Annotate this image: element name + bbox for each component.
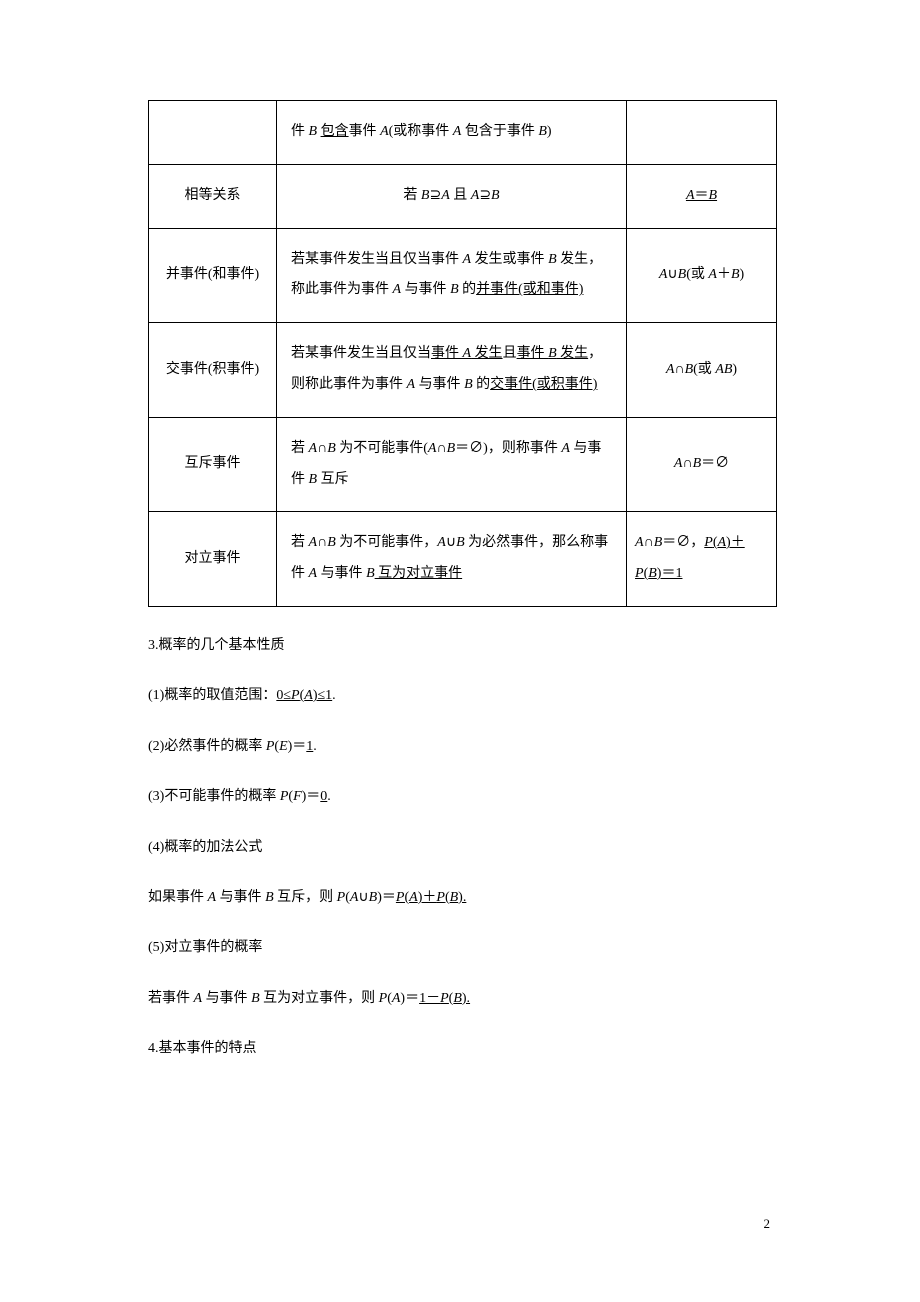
cell-notation: A∩B(或 AB) <box>627 323 777 418</box>
table-row: 交事件(积事件) 若某事件发生当且仅当事件 A 发生且事件 B 发生，则称此事件… <box>149 323 777 418</box>
paragraph: 若事件 A 与事件 B 互为对立事件，则 P(A)＝1－P(B). <box>148 988 772 1010</box>
cell-relation: 相等关系 <box>149 164 277 228</box>
section-heading: 4.基本事件的特点 <box>148 1038 772 1060</box>
cell-definition: 若 B⊇A 且 A⊇B <box>277 164 627 228</box>
paragraph: (1)概率的取值范围：0≤P(A)≤1. <box>148 685 772 707</box>
body-text: 3.概率的几个基本性质 (1)概率的取值范围：0≤P(A)≤1. (2)必然事件… <box>148 635 772 1061</box>
page: 件 B 包含事件 A(或称事件 A 包含于事件 B) 相等关系 若 B⊇A 且 … <box>0 0 920 1302</box>
section-heading: 3.概率的几个基本性质 <box>148 635 772 657</box>
cell-relation: 并事件(和事件) <box>149 228 277 323</box>
cell-relation: 交事件(积事件) <box>149 323 277 418</box>
paragraph: (4)概率的加法公式 <box>148 837 772 859</box>
table-row: 件 B 包含事件 A(或称事件 A 包含于事件 B) <box>149 101 777 165</box>
cell-notation: A∪B(或 A＋B) <box>627 228 777 323</box>
table-row: 对立事件 若 A∩B 为不可能事件，A∪B 为必然事件，那么称事件 A 与事件 … <box>149 512 777 607</box>
cell-definition: 若 A∩B 为不可能事件，A∪B 为必然事件，那么称事件 A 与事件 B 互为对… <box>277 512 627 607</box>
cell-definition: 若某事件发生当且仅当事件 A 发生或事件 B 发生，称此事件为事件 A 与事件 … <box>277 228 627 323</box>
table-row: 互斥事件 若 A∩B 为不可能事件(A∩B＝∅)，则称事件 A 与事件 B 互斥… <box>149 417 777 512</box>
paragraph: (5)对立事件的概率 <box>148 937 772 959</box>
paragraph: (2)必然事件的概率 P(E)＝1. <box>148 736 772 758</box>
cell-definition: 件 B 包含事件 A(或称事件 A 包含于事件 B) <box>277 101 627 165</box>
cell-definition: 若某事件发生当且仅当事件 A 发生且事件 B 发生，则称此事件为事件 A 与事件… <box>277 323 627 418</box>
table-row: 相等关系 若 B⊇A 且 A⊇B A＝B <box>149 164 777 228</box>
page-number: 2 <box>764 1216 771 1232</box>
paragraph: 如果事件 A 与事件 B 互斥，则 P(A∪B)＝P(A)＋P(B). <box>148 887 772 909</box>
cell-relation <box>149 101 277 165</box>
cell-notation <box>627 101 777 165</box>
paragraph: (3)不可能事件的概率 P(F)＝0. <box>148 786 772 808</box>
cell-notation: A＝B <box>627 164 777 228</box>
cell-relation: 互斥事件 <box>149 417 277 512</box>
cell-relation: 对立事件 <box>149 512 277 607</box>
cell-notation: A∩B＝∅，P(A)＋P(B)＝1 <box>627 512 777 607</box>
cell-definition: 若 A∩B 为不可能事件(A∩B＝∅)，则称事件 A 与事件 B 互斥 <box>277 417 627 512</box>
event-relations-table: 件 B 包含事件 A(或称事件 A 包含于事件 B) 相等关系 若 B⊇A 且 … <box>148 100 777 607</box>
table-row: 并事件(和事件) 若某事件发生当且仅当事件 A 发生或事件 B 发生，称此事件为… <box>149 228 777 323</box>
cell-notation: A∩B＝∅ <box>627 417 777 512</box>
